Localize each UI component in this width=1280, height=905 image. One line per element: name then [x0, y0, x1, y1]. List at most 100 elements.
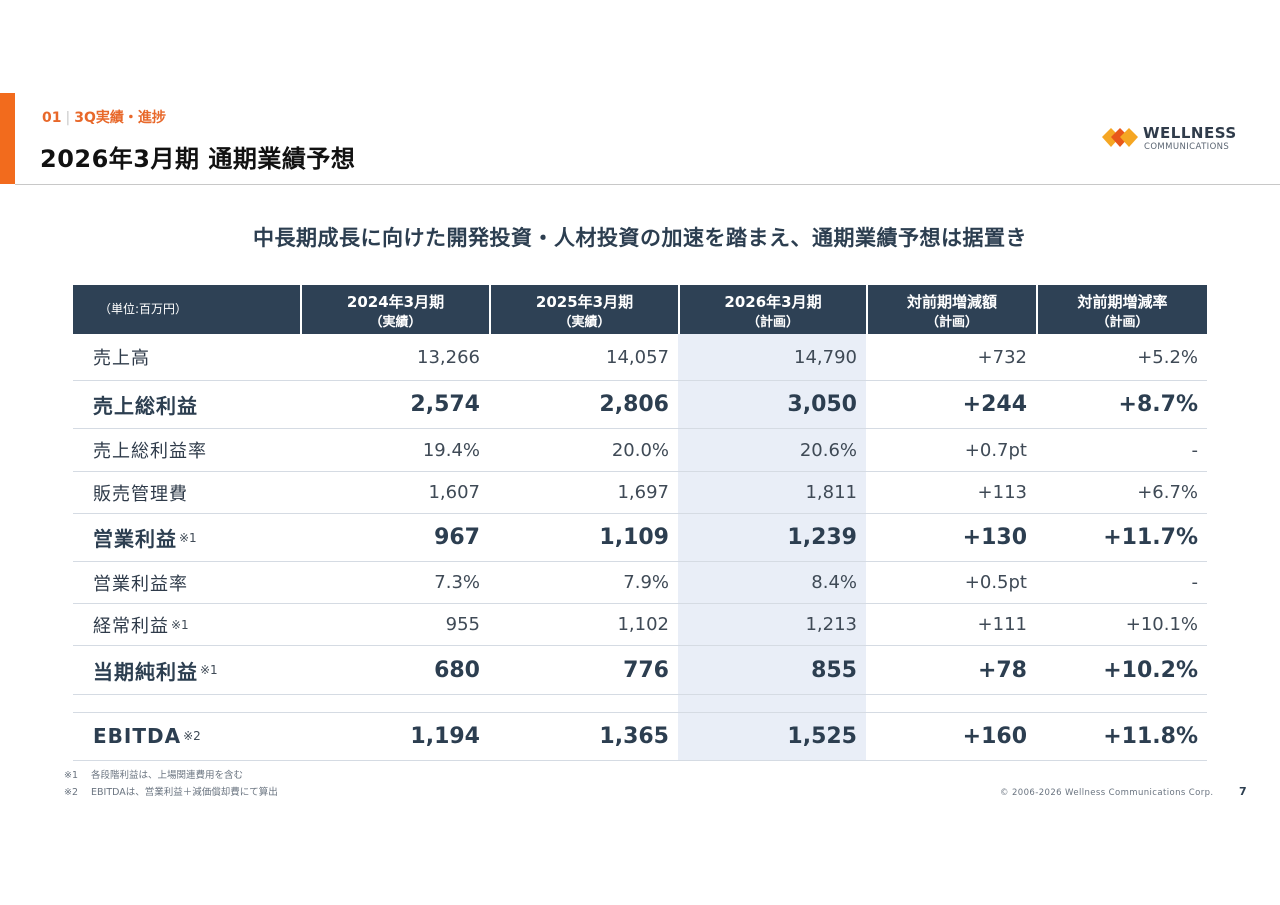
footnote-mark: ※2 [183, 729, 201, 743]
company-logo: WELLNESS COMMUNICATIONS [1101, 124, 1241, 154]
value-cell: +78 [977, 657, 1027, 683]
row-label-text: 当期純利益 [93, 659, 198, 684]
value-cell: - [1191, 439, 1199, 461]
row-label: 経常利益 ※1 [73, 604, 300, 645]
value-cell: 1,102 [617, 614, 669, 635]
table-row: 営業利益 ※1 967 1,109 1,239 +130 +11.7% [73, 514, 1207, 562]
table-row: 販売管理費 1,607 1,697 1,811 +113 +6.7% [73, 472, 1207, 514]
value-cell: 1,697 [617, 482, 669, 503]
value-cell: +5.2% [1137, 346, 1198, 368]
footnote-mark: ※1 [171, 617, 189, 632]
column-header-type: （計画） [1096, 315, 1149, 330]
value-cell: 14,057 [606, 346, 669, 368]
row-label-text: 営業利益率 [93, 573, 188, 595]
value-cell: 2,574 [410, 392, 480, 417]
value-cell: 776 [623, 657, 669, 683]
value-cell: 955 [445, 614, 480, 635]
footnote-text: 各段階利益は、上場関連費用を含む [91, 770, 244, 781]
value-cell: 20.6% [799, 439, 857, 461]
value-cell: 14,790 [794, 346, 857, 368]
accent-bar [0, 93, 15, 184]
value-cell: 7.3% [434, 572, 480, 593]
value-cell: 1,811 [805, 482, 857, 503]
footnote-2: ※2 EBITDAは、営業利益＋減価償却費にて算出 [64, 784, 278, 798]
footnote-number: ※1 [64, 770, 79, 781]
headline: 中長期成長に向けた開発投資・人材投資の加速を踏まえ、通期業績予想は据置き [253, 226, 1027, 250]
section-separator: | [65, 110, 71, 126]
row-label-text: 経常利益 [93, 615, 169, 637]
table-divider [73, 712, 1207, 713]
table-row: 営業利益率 7.3% 7.9% 8.4% +0.5pt - [73, 562, 1207, 604]
value-cell: 13,266 [417, 346, 480, 368]
page-title: 2026年3月期 通期業績予想 [40, 145, 356, 173]
table-row: 売上総利益率 19.4% 20.0% 20.6% +0.7pt - [73, 429, 1207, 472]
column-header-period: 2024年3月期 [346, 293, 445, 311]
value-cell: 1,239 [787, 525, 857, 550]
column-header-period: 対前期増減額 [906, 293, 997, 311]
value-cell: +130 [962, 525, 1027, 550]
value-cell: +11.7% [1103, 525, 1198, 550]
column-header-type: （計画） [925, 315, 978, 330]
value-cell: - [1191, 572, 1199, 593]
value-cell: 3,050 [787, 392, 857, 417]
row-label-text: 販売管理費 [93, 483, 188, 505]
value-cell: +8.7% [1118, 392, 1198, 417]
logo-subtitle: COMMUNICATIONS [1144, 142, 1230, 152]
row-label-text: EBITDA [93, 724, 182, 748]
value-cell: +10.1% [1125, 614, 1198, 635]
unit-label: （単位:百万円） [99, 302, 188, 316]
logo-name: WELLNESS [1143, 124, 1237, 142]
value-cell: 1,525 [787, 723, 857, 749]
column-header: 2026年3月期 （計画） [678, 285, 866, 334]
value-cell: 8.4% [811, 572, 857, 593]
table-header: （単位:百万円） 2024年3月期 （実績） 2025年3月期 （実績） 2026年3月… [73, 285, 1207, 334]
table-row: EBITDA ※2 1,194 1,365 1,525 +160 +11.8% [73, 712, 1207, 761]
column-header: 対前期増減率 （計画） [1036, 285, 1207, 334]
row-label: 当期純利益 ※1 [73, 646, 300, 694]
column-header-type: （実績） [558, 315, 611, 330]
row-label-text: 売上総利益 [93, 394, 198, 418]
value-cell: 967 [434, 525, 480, 550]
footnote-text: EBITDAは、営業利益＋減価償却費にて算出 [91, 787, 278, 798]
value-cell: +0.5pt [964, 572, 1027, 593]
value-cell: +113 [977, 482, 1027, 503]
value-cell: +10.2% [1103, 657, 1198, 683]
row-label: 売上高 [73, 334, 300, 380]
value-cell: +160 [962, 723, 1027, 749]
value-cell: 1,365 [599, 723, 669, 749]
column-header-type: （計画） [746, 315, 799, 330]
value-cell: 1,109 [599, 525, 669, 550]
table-row: 当期純利益 ※1 680 776 855 +78 +10.2% [73, 646, 1207, 695]
section-number: 01 [42, 110, 62, 126]
column-header: 2025年3月期 （実績） [489, 285, 678, 334]
value-cell: 1,607 [428, 482, 480, 503]
value-cell: 1,194 [410, 723, 480, 749]
row-label: 売上総利益率 [73, 429, 300, 471]
footnote-1: ※1 各段階利益は、上場関連費用を含む [64, 767, 243, 781]
row-label-text: 売上高 [93, 348, 150, 369]
row-label: 営業利益 ※1 [73, 514, 300, 561]
value-cell: 2,806 [599, 392, 669, 417]
row-label: 販売管理費 [73, 472, 300, 513]
page-number: 7 [1239, 785, 1247, 798]
section-name: 3Q実績・進捗 [74, 110, 166, 126]
value-cell: 20.0% [611, 439, 669, 461]
plan-column-highlight [678, 334, 866, 761]
header-divider [15, 184, 1280, 185]
table-row: 売上総利益 2,574 2,806 3,050 +244 +8.7% [73, 381, 1207, 429]
row-label: 営業利益率 [73, 562, 300, 603]
value-cell: +0.7pt [964, 439, 1027, 461]
value-cell: 855 [811, 657, 857, 683]
footnote-mark: ※1 [200, 663, 218, 677]
table-row: 売上高 13,266 14,057 14,790 +732 +5.2% [73, 334, 1207, 381]
value-cell: +111 [977, 614, 1027, 635]
value-cell: +732 [977, 346, 1027, 368]
column-header: 2024年3月期 （実績） [300, 285, 489, 334]
value-cell: +11.8% [1103, 723, 1198, 749]
value-cell: +244 [962, 392, 1027, 417]
value-cell: +6.7% [1137, 482, 1198, 503]
wellness-logo-icon [1102, 128, 1138, 147]
footnote-number: ※2 [64, 787, 79, 798]
row-label-text: 売上総利益率 [93, 441, 207, 462]
section-label: 01 | 3Q実績・進捗 [42, 107, 166, 127]
